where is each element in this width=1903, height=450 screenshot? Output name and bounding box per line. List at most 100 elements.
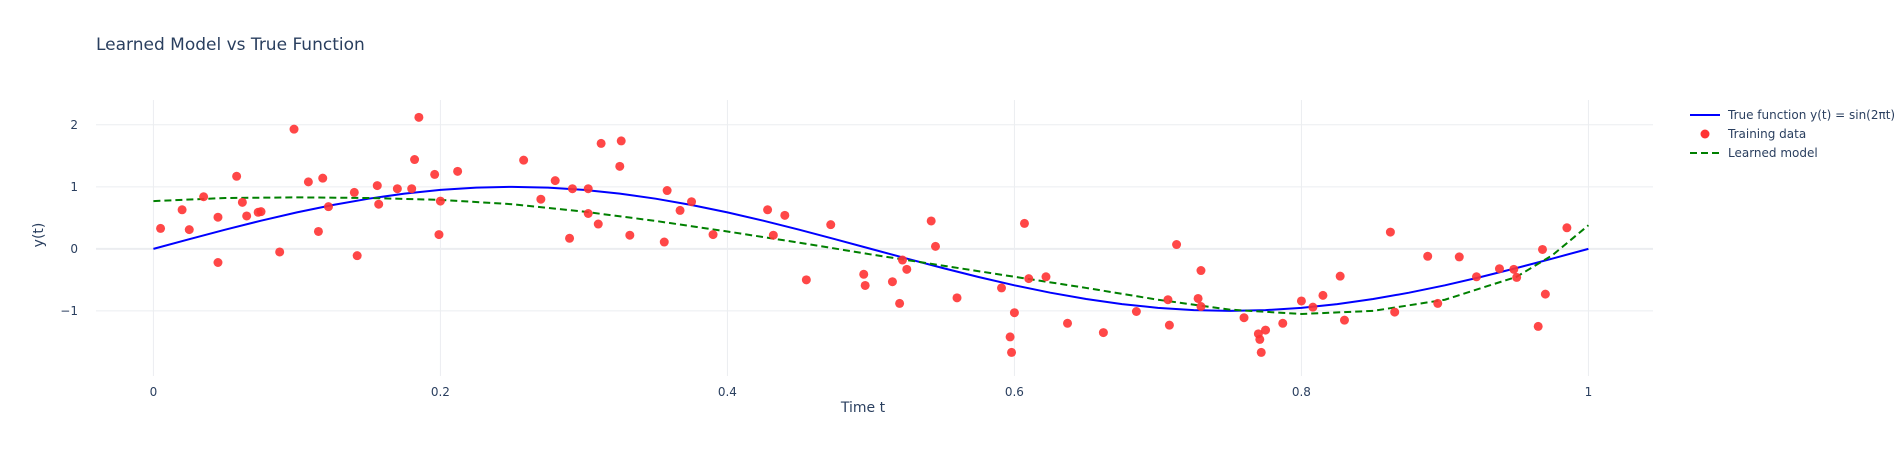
data-point: [1009, 308, 1019, 318]
legend-item-label[interactable]: Learned model: [1728, 146, 1818, 160]
data-point: [407, 184, 417, 194]
y-tick-label: 1: [70, 180, 78, 194]
data-point: [1261, 325, 1271, 335]
data-point: [453, 166, 463, 176]
data-point: [902, 264, 912, 274]
data-point: [414, 112, 424, 122]
data-point: [550, 176, 560, 186]
data-point: [675, 205, 685, 215]
legend-swatch-training-data: [1700, 129, 1710, 139]
data-point: [232, 171, 242, 181]
data-point: [372, 181, 382, 191]
data-point: [352, 251, 362, 261]
data-point: [1172, 240, 1182, 250]
data-point: [1255, 334, 1265, 344]
data-point: [859, 269, 869, 279]
data-point: [349, 187, 359, 197]
x-tick-label: 1: [1585, 385, 1593, 399]
legend-item-label[interactable]: True function y(t) = sin(2πt): [1727, 108, 1895, 122]
data-point: [1540, 289, 1550, 299]
data-point: [616, 136, 626, 146]
data-point: [826, 220, 836, 230]
data-point: [1019, 218, 1029, 228]
data-point: [1098, 328, 1108, 338]
data-point: [1390, 307, 1400, 317]
data-point: [242, 211, 252, 221]
data-point: [199, 192, 209, 202]
data-point: [659, 237, 669, 247]
data-point: [318, 173, 328, 183]
data-point: [1193, 293, 1203, 303]
data-point: [1385, 227, 1395, 237]
y-axis-label: y(t): [31, 223, 47, 248]
data-point: [184, 225, 194, 235]
legend-item-label[interactable]: Training data: [1727, 127, 1806, 141]
data-point: [583, 184, 593, 194]
data-point: [768, 230, 778, 240]
y-axis-ticks: −1 0 1 2: [60, 118, 78, 318]
data-point: [763, 205, 773, 215]
x-tick-label: 0.4: [718, 385, 737, 399]
data-point: [1296, 296, 1306, 306]
chart-title: Learned Model vs True Function: [96, 35, 365, 55]
data-point: [410, 155, 420, 165]
data-point: [687, 197, 697, 207]
data-point: [519, 155, 529, 165]
data-point: [1335, 271, 1345, 281]
y-tick-label: 0: [70, 242, 78, 256]
x-tick-label: 0.6: [1005, 385, 1024, 399]
data-point: [583, 209, 593, 219]
plot-area: [153, 112, 1590, 357]
x-tick-label: 0: [150, 385, 158, 399]
data-point: [1196, 266, 1206, 276]
data-point: [289, 124, 299, 134]
data-point: [1533, 321, 1543, 331]
data-point: [996, 283, 1006, 293]
data-point: [1318, 290, 1328, 300]
data-point: [1278, 318, 1288, 328]
data-point: [303, 177, 313, 187]
data-point: [1256, 347, 1266, 357]
data-point: [256, 207, 266, 217]
data-point: [895, 298, 905, 308]
data-point: [392, 184, 402, 194]
y-tick-label: −1: [60, 304, 78, 318]
data-point: [565, 233, 575, 243]
data-point: [156, 223, 166, 233]
data-point: [1041, 272, 1051, 282]
data-point: [1494, 264, 1504, 274]
data-point: [275, 247, 285, 257]
data-point: [930, 241, 940, 251]
data-point: [887, 277, 897, 287]
data-point: [1007, 347, 1017, 357]
data-point: [434, 230, 444, 240]
data-point: [615, 161, 625, 171]
data-point: [593, 219, 603, 229]
data-point: [1562, 223, 1572, 233]
data-point: [596, 138, 606, 148]
y-tick-label: 2: [70, 118, 78, 132]
data-point: [567, 184, 577, 194]
data-point: [323, 202, 333, 212]
data-point: [435, 196, 445, 206]
data-point: [662, 186, 672, 196]
data-point: [1454, 252, 1464, 262]
data-point: [1164, 320, 1174, 330]
data-point: [1005, 332, 1015, 342]
data-point: [237, 197, 247, 207]
x-tick-label: 0.8: [1292, 385, 1311, 399]
data-point: [536, 194, 546, 204]
data-point: [1063, 318, 1073, 328]
x-axis-label: Time t: [840, 400, 886, 416]
data-point: [1163, 295, 1173, 305]
data-point: [1433, 298, 1443, 308]
data-point: [801, 275, 811, 285]
data-point: [897, 255, 907, 265]
data-point: [1509, 264, 1519, 274]
data-point: [1339, 315, 1349, 325]
data-point: [313, 226, 323, 236]
legend[interactable]: True function y(t) = sin(2πt) Training da…: [1690, 108, 1895, 160]
data-point: [213, 257, 223, 267]
